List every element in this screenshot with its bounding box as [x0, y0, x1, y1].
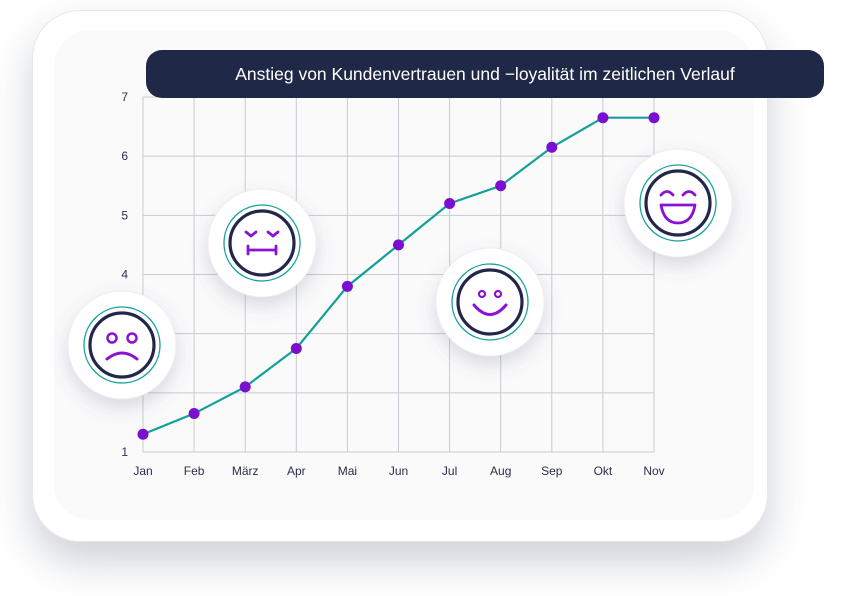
sad-face-icon — [67, 290, 177, 400]
x-tick-label: Jan — [133, 464, 152, 478]
y-tick-label: 6 — [121, 149, 128, 163]
x-tick-label: März — [232, 464, 259, 478]
y-tick-label: 7 — [121, 90, 128, 104]
x-tick-label: Feb — [184, 464, 205, 478]
x-tick-label: Sep — [541, 464, 563, 478]
x-tick-label: Nov — [643, 464, 664, 478]
x-tick-label: Jul — [442, 464, 457, 478]
grimace-face-icon — [207, 188, 317, 298]
grin-face-icon — [623, 148, 733, 258]
x-tick-label: Okt — [594, 464, 613, 478]
data-point — [341, 280, 353, 292]
data-point — [137, 428, 149, 440]
data-point — [239, 381, 251, 393]
data-point — [648, 112, 660, 124]
x-tick-label: Aug — [490, 464, 511, 478]
x-tick-label: Apr — [287, 464, 306, 478]
data-point — [495, 180, 507, 192]
data-point — [597, 112, 609, 124]
data-point — [444, 198, 456, 209]
smile-face-icon — [435, 247, 545, 357]
x-tick-label: Mai — [338, 464, 357, 478]
data-point — [188, 408, 200, 420]
data-point — [393, 239, 404, 251]
chart-title: Anstieg von Kundenvertrauen und −loyalit… — [146, 50, 824, 98]
y-tick-label: 1 — [121, 445, 128, 459]
x-tick-label: Jun — [389, 464, 408, 478]
y-tick-label: 4 — [121, 268, 128, 282]
data-point — [546, 141, 558, 153]
y-tick-label: 5 — [121, 208, 128, 222]
data-point — [290, 342, 302, 354]
